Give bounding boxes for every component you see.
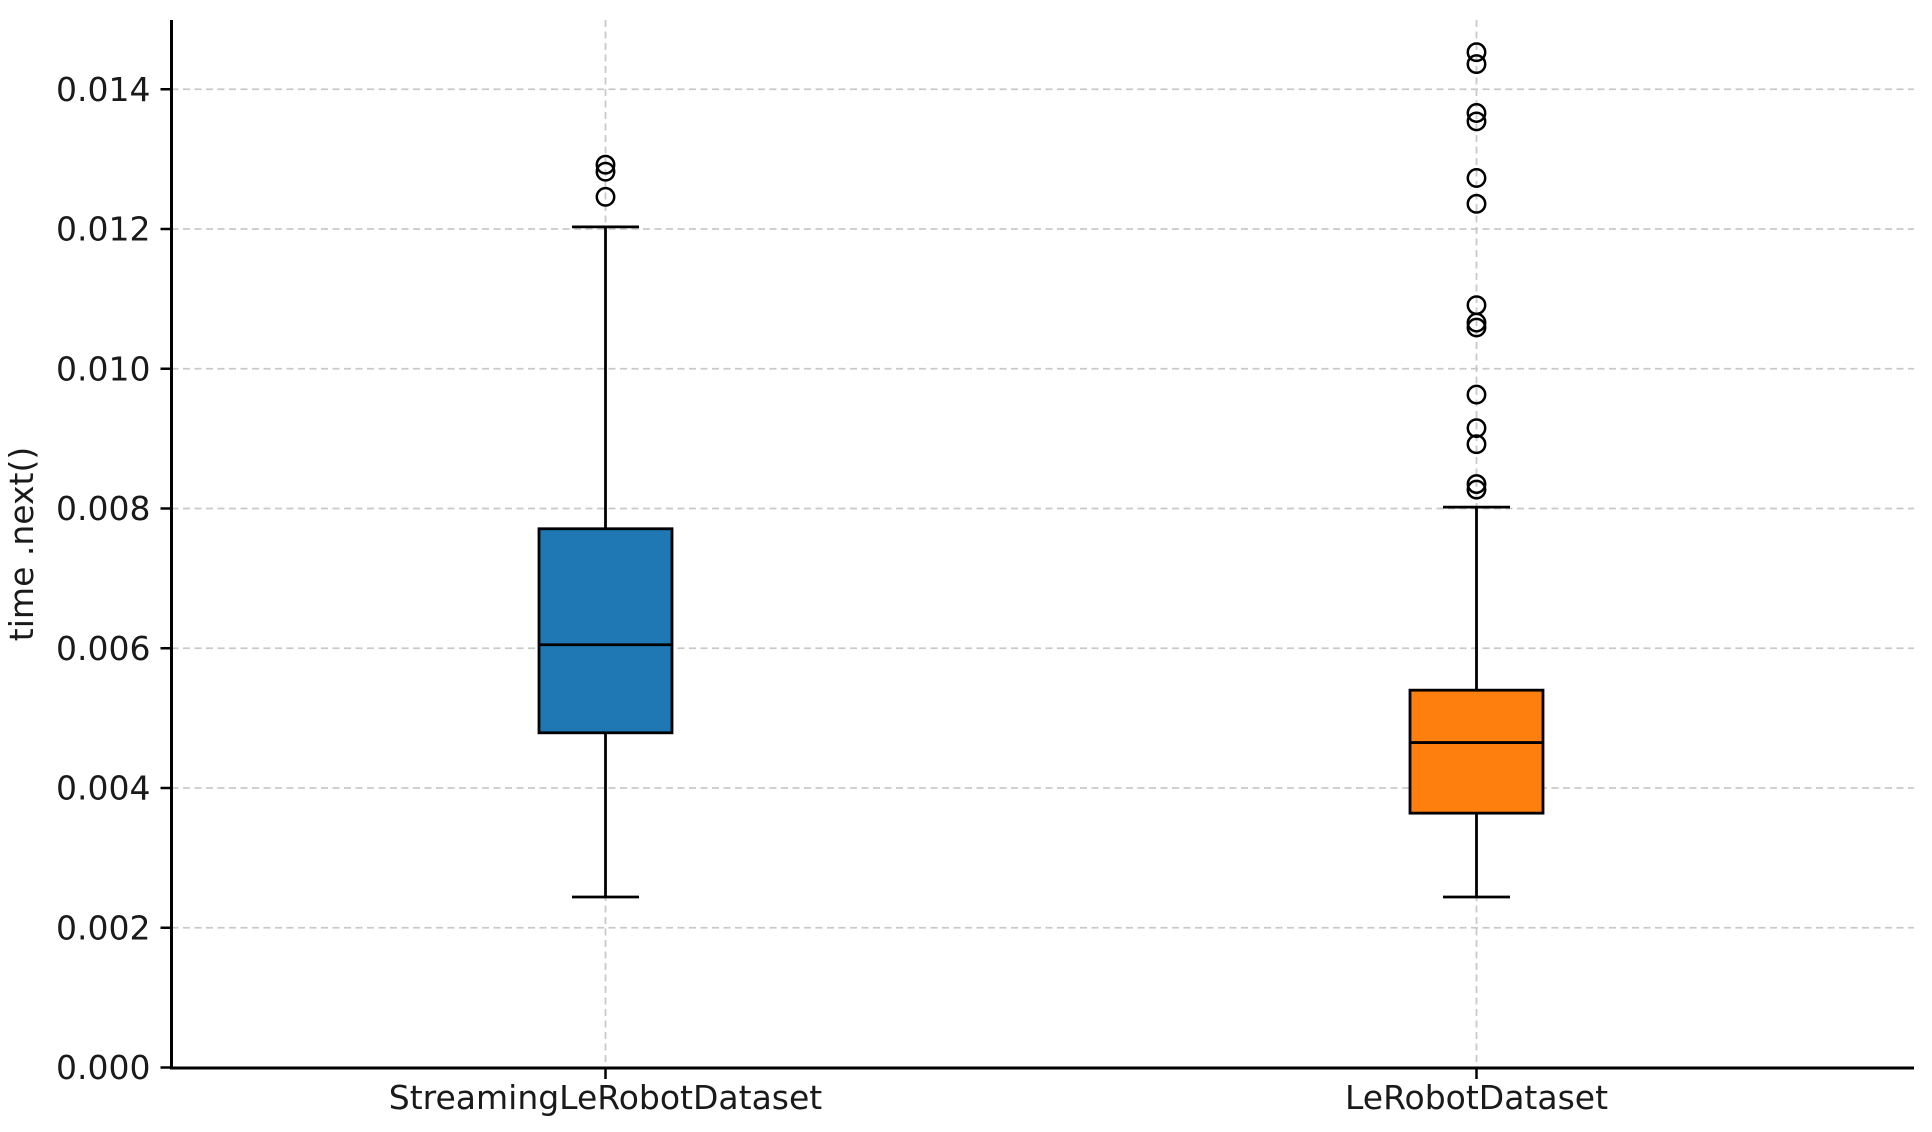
- y-tick-label: 0.000: [56, 1048, 150, 1087]
- outlier-point-lerobotdataset: [1466, 474, 1487, 494]
- outlier-point-lerobotdataset: [1466, 479, 1487, 500]
- y-tick-label: 0.010: [56, 349, 150, 388]
- box-lerobotdataset: [1408, 688, 1545, 815]
- y-tick-label: 0.008: [56, 489, 150, 528]
- outlier-point-lerobotdataset: [1466, 193, 1487, 214]
- outlier-point-lerobotdataset: [1466, 103, 1487, 123]
- outlier-point-lerobotdataset: [1466, 384, 1487, 405]
- x-tick-label-lerobotdataset: LeRobotDataset: [1345, 1078, 1608, 1117]
- y-tick-label: 0.014: [56, 70, 150, 109]
- outlier-point-lerobotdataset: [1466, 168, 1487, 188]
- y-tick-label: 0.002: [56, 908, 150, 947]
- outlier-point-streaminglerobotdataset: [595, 186, 616, 207]
- outlier-point-lerobotdataset: [1466, 111, 1487, 132]
- x-tick-label-streaminglerobotdataset: StreamingLeRobotDataset: [389, 1078, 823, 1117]
- outlier-point-streaminglerobotdataset: [595, 154, 616, 175]
- box-streaminglerobotdataset: [537, 527, 674, 735]
- y-tick-label: 0.012: [56, 210, 150, 249]
- axis-layer: 0.000 0.002 0.004 0.006 0.008 0.010 0.012 0.014…: [56, 20, 1914, 1117]
- outlier-point-lerobotdataset: [1466, 434, 1487, 455]
- outlier-point-lerobotdataset: [1466, 42, 1487, 63]
- y-axis-title: time .next(): [2, 447, 41, 641]
- y-tick-label: 0.006: [56, 629, 150, 668]
- grid-layer: [171, 20, 1914, 1068]
- outlier-point-lerobotdataset: [1466, 317, 1487, 338]
- y-tick-label: 0.004: [56, 769, 150, 808]
- box-layer: [537, 42, 1545, 899]
- outlier-point-lerobotdataset: [1466, 418, 1487, 439]
- outlier-point-lerobotdataset: [1466, 312, 1487, 333]
- outlier-point-lerobotdataset: [1466, 54, 1487, 75]
- outlier-point-streaminglerobotdataset: [595, 161, 616, 182]
